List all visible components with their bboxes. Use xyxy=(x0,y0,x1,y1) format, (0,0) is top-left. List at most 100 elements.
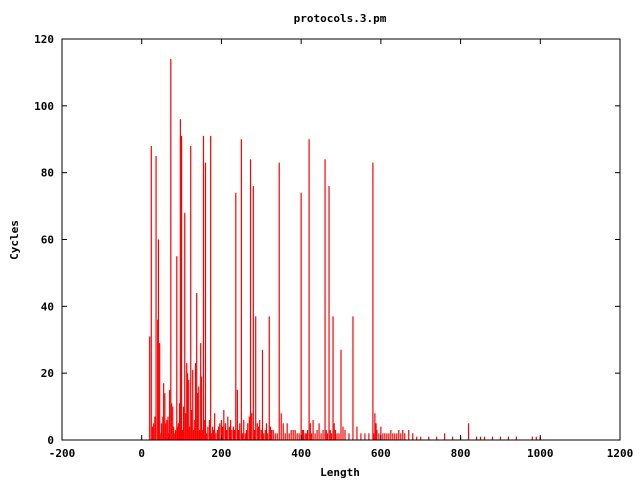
bar xyxy=(174,429,177,440)
bar xyxy=(308,139,310,440)
bar xyxy=(176,256,178,440)
bar xyxy=(230,419,232,440)
bar xyxy=(151,426,154,440)
bar xyxy=(218,426,220,440)
bar xyxy=(301,429,303,440)
bar xyxy=(376,429,378,440)
bar xyxy=(305,433,307,440)
bar xyxy=(261,349,264,440)
y-tick-label: 100 xyxy=(34,100,54,113)
bar xyxy=(216,429,219,440)
bar xyxy=(164,393,166,440)
bar xyxy=(167,416,169,440)
bar xyxy=(260,429,262,440)
bar xyxy=(400,433,402,440)
bar xyxy=(428,436,430,440)
bar xyxy=(198,386,200,440)
bar xyxy=(239,423,241,440)
bar xyxy=(244,433,246,440)
y-axis-label: Cycles xyxy=(8,220,21,260)
x-axis-label: Length xyxy=(320,466,360,479)
bar xyxy=(245,429,248,440)
bar xyxy=(160,433,162,440)
bar xyxy=(436,436,438,440)
bar xyxy=(188,379,190,440)
bar xyxy=(220,419,223,440)
bar xyxy=(154,416,156,440)
bar xyxy=(304,433,306,440)
bar xyxy=(180,135,183,440)
bar xyxy=(316,429,318,440)
bar xyxy=(386,433,388,440)
bar xyxy=(368,433,370,440)
bar xyxy=(212,426,214,440)
bar xyxy=(272,429,274,440)
bar xyxy=(268,316,270,440)
bar xyxy=(173,426,175,440)
bar xyxy=(444,433,446,440)
bar xyxy=(204,162,207,440)
bar xyxy=(314,433,316,440)
bar xyxy=(202,135,205,440)
bar xyxy=(467,423,470,440)
bar xyxy=(162,416,164,440)
bar xyxy=(207,426,209,440)
bar xyxy=(394,433,396,440)
bar xyxy=(196,292,198,440)
bar xyxy=(322,429,324,440)
y-tick-label: 40 xyxy=(41,300,54,313)
bar xyxy=(235,192,237,440)
bar xyxy=(356,426,358,440)
x-tick-label: 200 xyxy=(211,447,231,460)
bar xyxy=(214,413,216,440)
bar xyxy=(184,212,186,440)
bar xyxy=(202,429,204,440)
bar xyxy=(172,406,174,440)
bar xyxy=(475,436,478,440)
bar xyxy=(396,433,398,440)
bar xyxy=(420,436,422,440)
bar xyxy=(344,429,346,440)
bar xyxy=(334,429,337,440)
bar xyxy=(296,433,298,440)
x-tick-label: 1200 xyxy=(607,447,634,460)
bar xyxy=(328,186,330,440)
bar xyxy=(276,433,278,440)
bar xyxy=(174,433,176,440)
bar xyxy=(150,145,152,440)
y-tick-label: 20 xyxy=(41,367,54,380)
bar xyxy=(236,389,238,441)
x-tick-label: -200 xyxy=(49,447,76,460)
bar xyxy=(280,413,282,440)
bar xyxy=(226,429,228,440)
y-tick-label: 80 xyxy=(41,167,54,180)
bar xyxy=(380,426,382,440)
bar xyxy=(248,416,250,440)
bar xyxy=(378,433,380,440)
bar xyxy=(290,429,292,440)
chart-title: protocols.3.pm xyxy=(294,12,387,25)
bar xyxy=(169,389,171,441)
bar xyxy=(310,433,313,440)
bar xyxy=(215,433,217,440)
bar xyxy=(208,419,211,440)
bar xyxy=(274,433,276,440)
bar xyxy=(318,423,320,440)
bar xyxy=(196,393,199,440)
bar xyxy=(251,413,253,440)
bar xyxy=(190,145,192,440)
bar xyxy=(219,423,221,440)
bar xyxy=(398,429,400,440)
bar xyxy=(374,413,376,440)
bar xyxy=(186,373,189,440)
bar xyxy=(157,319,159,440)
bar xyxy=(157,239,160,440)
bar xyxy=(402,429,404,440)
bar xyxy=(249,159,252,441)
bar xyxy=(326,433,329,440)
bar xyxy=(182,406,185,440)
bar xyxy=(360,433,362,440)
bar xyxy=(200,343,202,440)
bar xyxy=(194,363,197,440)
